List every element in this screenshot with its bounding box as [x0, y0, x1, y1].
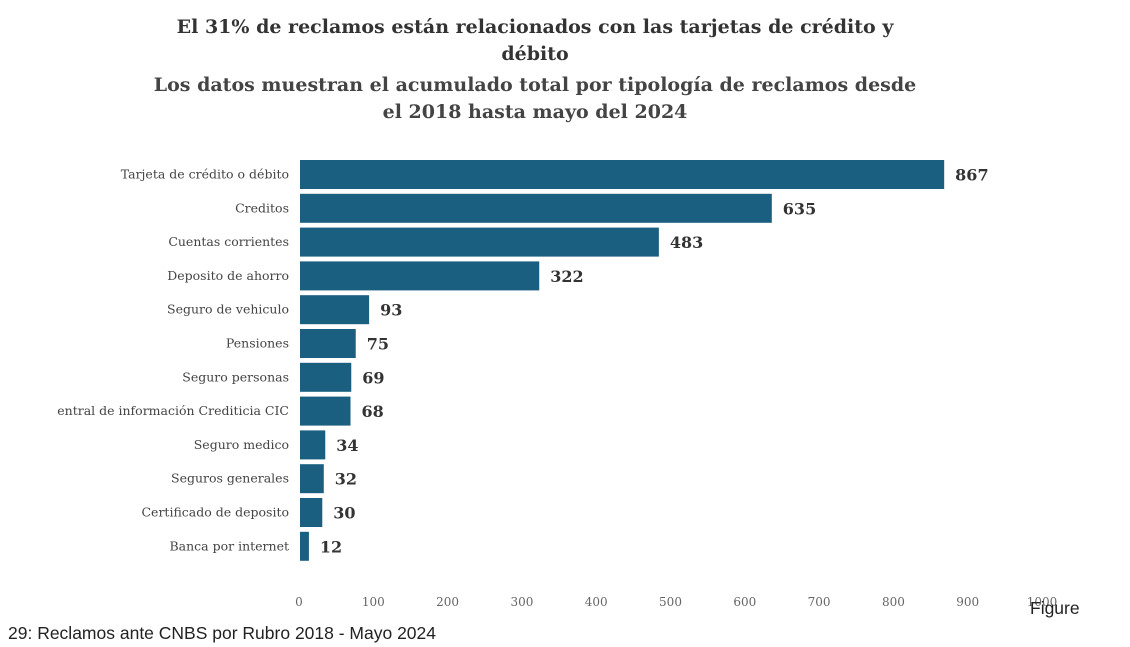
data-label: 483 [670, 233, 703, 252]
data-label: 68 [362, 402, 384, 421]
x-tick-label: 700 [808, 595, 831, 609]
data-label: 75 [367, 335, 389, 354]
category-label: Tarjeta de crédito o débito [121, 167, 289, 182]
x-tick-label: 500 [659, 595, 682, 609]
x-tick-label: 0 [295, 595, 303, 609]
x-tick-label: 900 [956, 595, 979, 609]
bars [300, 160, 945, 561]
category-label: Seguro medico [194, 437, 289, 452]
bar [300, 430, 326, 460]
category-labels: Tarjeta de crédito o débito Creditos Cuent… [57, 167, 289, 554]
data-label: 69 [362, 368, 384, 387]
category-label: Seguro de vehiculo [167, 302, 289, 317]
data-label: 322 [550, 267, 583, 286]
category-label: Banca por internet [169, 538, 289, 553]
bar [300, 295, 370, 325]
data-label: 32 [335, 470, 357, 489]
chart-title: El 31% de reclamos están relacionados co… [0, 14, 1070, 68]
bar [300, 396, 351, 426]
chart-subtitle-line: Los datos muestran el acumulado total po… [153, 74, 917, 96]
x-tick-label: 1000 [1027, 595, 1058, 609]
data-label: 34 [336, 436, 358, 455]
chart-subtitle: Los datos muestran el acumulado total po… [0, 72, 1070, 126]
data-label: 867 [955, 166, 988, 185]
x-tick-label: 100 [362, 595, 385, 609]
bar-chart: Tarjeta de crédito o débito Creditos Cuent… [57, 160, 1057, 609]
data-label: 30 [333, 504, 355, 523]
category-label: Seguros generales [171, 471, 289, 486]
caption-part-1: Figure [1030, 598, 1080, 618]
x-tick-label: 200 [436, 595, 459, 609]
x-tick-label: 800 [882, 595, 905, 609]
bar [300, 329, 356, 358]
category-label: Creditos [235, 200, 289, 215]
data-label: 635 [783, 199, 816, 218]
data-label: 12 [320, 537, 342, 556]
x-axis-ticks: 0 100 200 300 400 500 600 700 800 900 1000 [295, 595, 1057, 609]
bar [300, 531, 309, 561]
x-tick-label: 600 [733, 595, 756, 609]
bar [300, 261, 540, 291]
caption-part-2: 29: Reclamos ante CNBS por Rubro 2018 - … [8, 623, 437, 643]
category-label: Certificado de deposito [141, 505, 289, 520]
bar [300, 160, 945, 189]
chart-title-line: débito [501, 43, 569, 65]
category-label: entral de información Crediticia CIC [57, 403, 289, 418]
bar [300, 464, 324, 494]
bar [300, 193, 772, 223]
x-tick-label: 400 [585, 595, 608, 609]
category-label: Cuentas corrientes [168, 234, 289, 249]
category-label: Deposito de ahorro [167, 268, 289, 283]
bar [300, 227, 659, 257]
category-label: Seguro personas [182, 369, 289, 384]
data-label: 93 [380, 301, 402, 320]
chart-title-line: El 31% de reclamos están relacionados co… [176, 16, 894, 38]
x-tick-label: 300 [510, 595, 533, 609]
chart-subtitle-line: el 2018 hasta mayo del 2024 [382, 101, 688, 123]
category-label: Pensiones [226, 336, 289, 351]
bar [300, 498, 323, 527]
bar [300, 362, 352, 392]
